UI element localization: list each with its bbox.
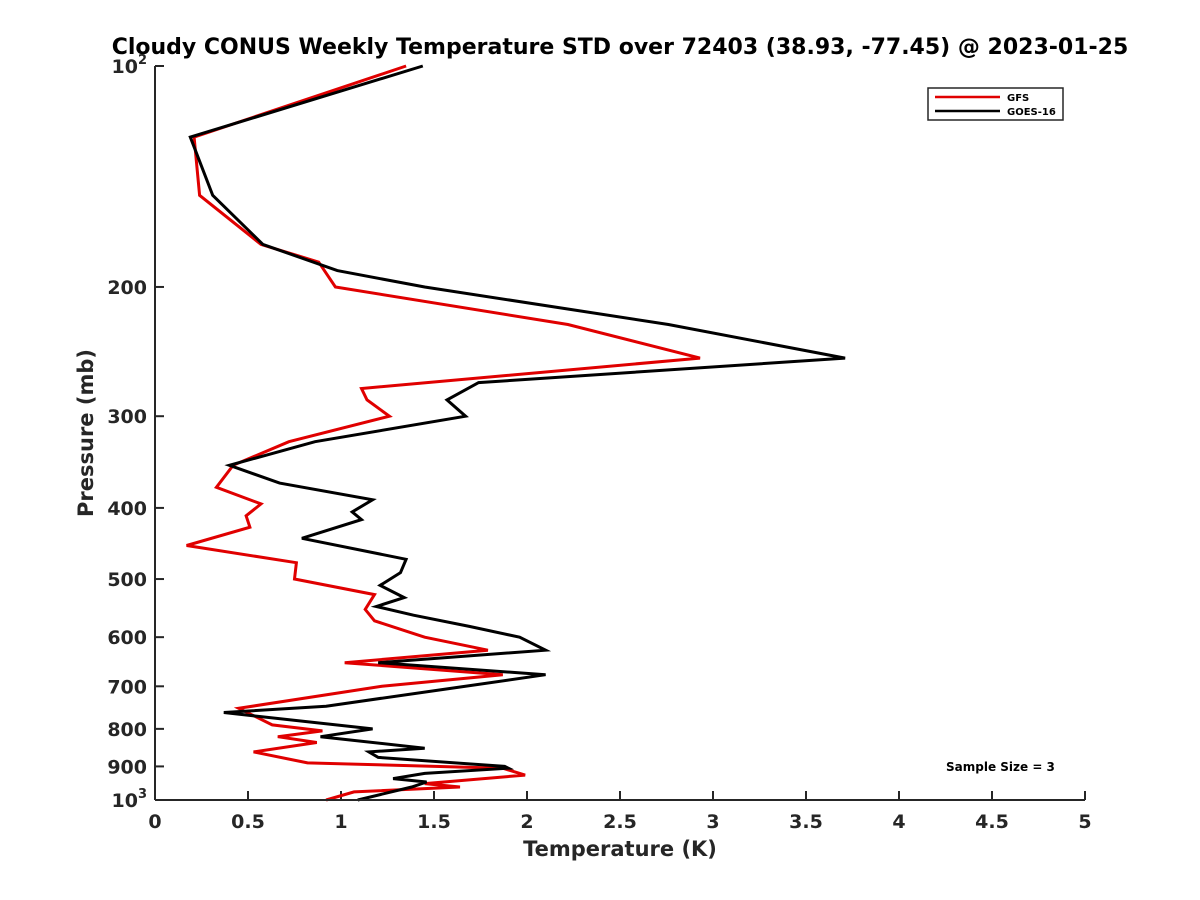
y-tick-label: 200 (107, 277, 147, 299)
series-line-gfs (186, 64, 701, 802)
y-tick-label: 400 (107, 498, 147, 520)
x-tick-label: 3 (706, 811, 719, 833)
legend-label-goes16: GOES-16 (1007, 107, 1056, 118)
legend-label-gfs: GFS (1007, 93, 1029, 104)
x-tick-label: 5 (1078, 811, 1091, 833)
chart-title: Cloudy CONUS Weekly Temperature STD over… (112, 35, 1129, 60)
y-tick-label: 300 (107, 406, 147, 428)
y-tick-label: 500 (107, 569, 147, 591)
y-tick-label: 800 (107, 719, 147, 741)
series-line-goes16 (188, 64, 846, 802)
y-tick-label: 700 (107, 676, 147, 698)
y-tick-label: 900 (107, 756, 147, 778)
y-tick-label: 600 (107, 627, 147, 649)
x-tick-label: 0.5 (231, 811, 265, 833)
x-tick-label: 0 (148, 811, 161, 833)
axis-ticks (154, 65, 1086, 801)
x-axis-title: Temperature (K) (523, 837, 717, 861)
x-tick-labels: 0 0.5 1 1.5 2 2.5 3 3.5 4 4.5 5 (148, 811, 1091, 833)
series-lines (186, 64, 846, 802)
x-tick-label: 1.5 (417, 811, 451, 833)
x-tick-label: 4.5 (975, 811, 1009, 833)
legend-box (927, 87, 1064, 121)
x-tick-label: 3.5 (789, 811, 823, 833)
y-tick-label: 103 (112, 787, 148, 812)
legend: GFS GOES-16 (927, 87, 1064, 121)
sample-size-annotation: Sample Size = 3 (946, 760, 1055, 774)
y-tick-label: 102 (112, 53, 148, 78)
x-tick-label: 4 (892, 811, 905, 833)
x-tick-label: 1 (334, 811, 347, 833)
x-tick-label: 2 (520, 811, 533, 833)
y-tick-labels: 102 200 300 400 500 600 700 800 900 103 (107, 53, 147, 812)
y-axis-title: Pressure (mb) (74, 349, 98, 517)
x-tick-label: 2.5 (603, 811, 637, 833)
